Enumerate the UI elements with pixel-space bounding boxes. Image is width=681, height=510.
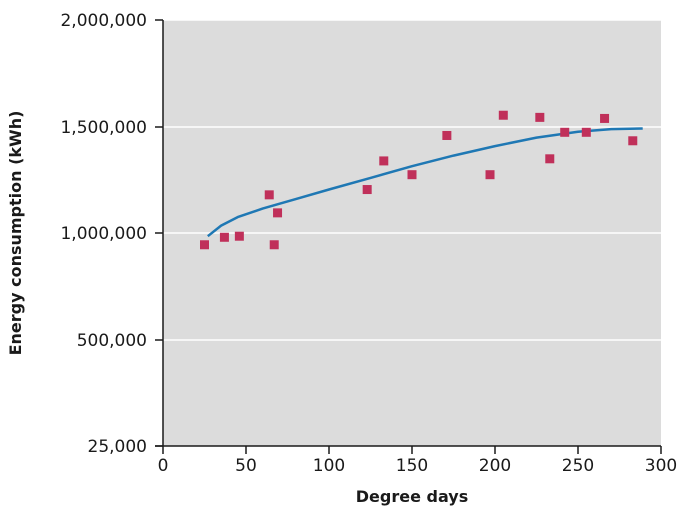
- data-point: [600, 113, 610, 123]
- data-point: [498, 110, 508, 120]
- x-tick-label: 0: [158, 456, 169, 476]
- x-tick-label: 50: [235, 456, 257, 476]
- data-point: [379, 156, 389, 166]
- grid-lines: [163, 19, 661, 341]
- data-point: [200, 240, 209, 250]
- x-tick-label: 250: [562, 456, 594, 476]
- y-tick-label: 500,000: [77, 331, 147, 351]
- y-tick-label: 2,000,000: [60, 11, 147, 31]
- x-tick-label: 150: [396, 456, 428, 476]
- data-point: [628, 136, 638, 146]
- x-tick-label: 200: [479, 456, 511, 476]
- y-axis-title: Energy consumption (kWh): [6, 111, 25, 356]
- data-points: [200, 110, 638, 250]
- data-point: [485, 170, 495, 180]
- data-point: [234, 231, 244, 241]
- x-tick-label: 100: [313, 456, 345, 476]
- data-point: [264, 190, 274, 200]
- x-axis-title: Degree days: [356, 487, 468, 506]
- data-point: [545, 154, 555, 164]
- x-ticks: 0 50 100 150 200 250 300: [158, 446, 677, 476]
- data-point: [442, 130, 452, 140]
- data-point: [362, 185, 372, 195]
- data-point: [273, 208, 283, 218]
- data-point: [407, 170, 417, 180]
- trend-line: [207, 127, 643, 238]
- y-tick-label: 1,500,000: [60, 118, 147, 138]
- y-ticks: 25,000 500,000 1,000,000 1,500,000 2,000,000: [60, 11, 163, 457]
- y-tick-label: 25,000: [88, 437, 147, 457]
- data-point: [219, 232, 229, 242]
- data-point: [269, 240, 279, 250]
- x-tick-label: 300: [645, 456, 677, 476]
- data-point: [535, 112, 545, 122]
- data-point: [560, 127, 570, 137]
- y-tick-label: 1,000,000: [60, 224, 147, 244]
- data-point: [581, 127, 591, 137]
